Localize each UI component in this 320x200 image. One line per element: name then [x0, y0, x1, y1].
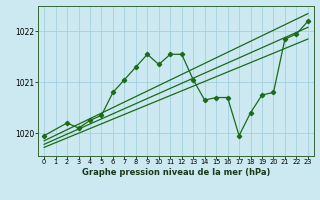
X-axis label: Graphe pression niveau de la mer (hPa): Graphe pression niveau de la mer (hPa)	[82, 168, 270, 177]
